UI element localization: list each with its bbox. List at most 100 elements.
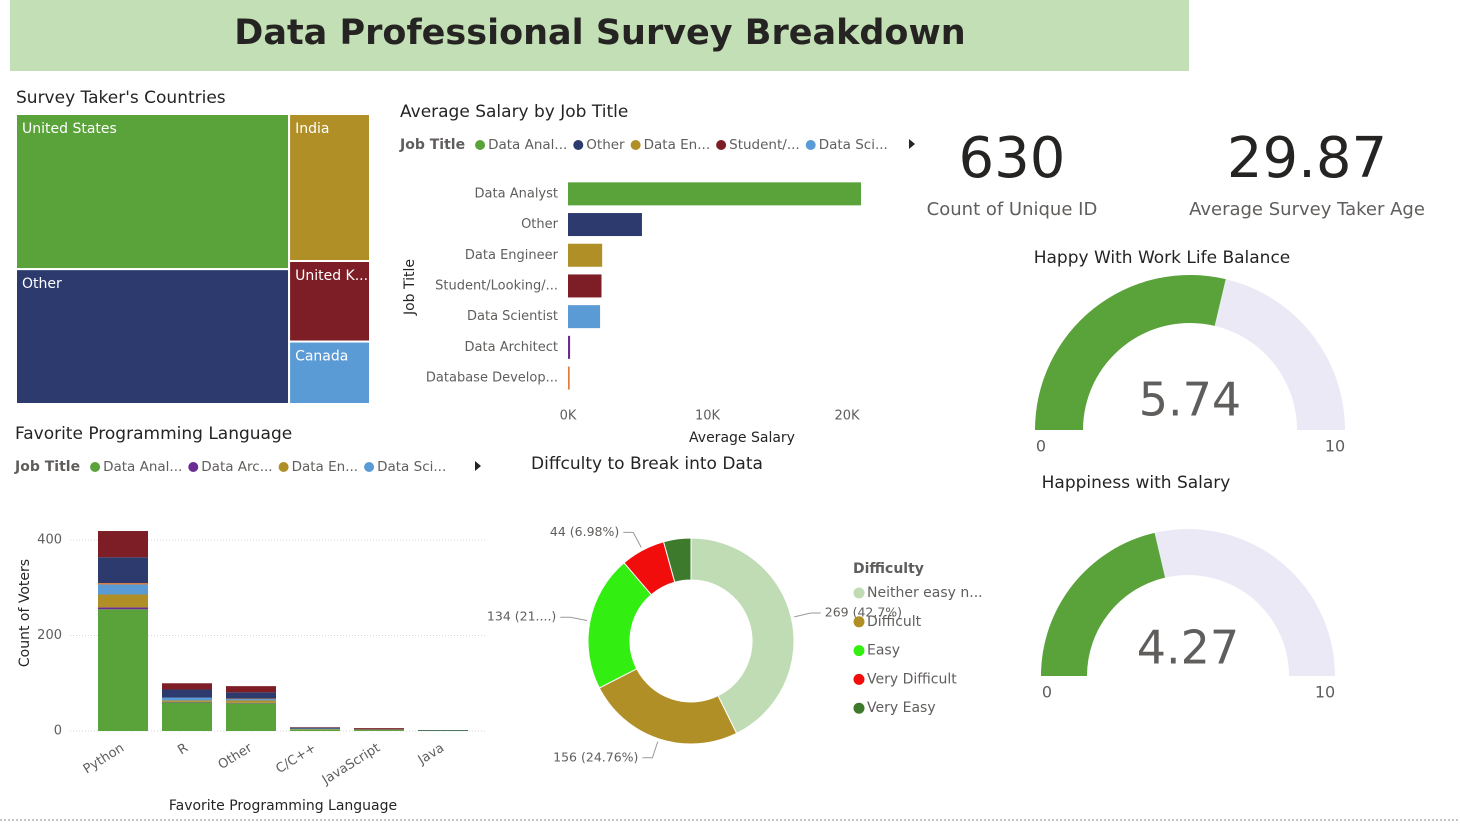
- kpi-value: 630: [959, 126, 1066, 191]
- bar: [568, 305, 601, 329]
- bar-segment: [162, 689, 212, 698]
- gauge-fill: [1041, 532, 1166, 676]
- legend-label: Very Easy: [867, 700, 936, 716]
- chart-title: Happiness with Salary: [1042, 473, 1231, 493]
- bar-segment: [226, 703, 276, 731]
- bar-segment: [226, 699, 276, 701]
- y-tick-label: Data Architect: [465, 340, 558, 355]
- legend-label: Data En...: [644, 137, 711, 153]
- chart-title: Happy With Work Life Balance: [1034, 248, 1291, 268]
- legend-scroll-arrow[interactable]: [475, 461, 481, 471]
- bar: [568, 335, 571, 359]
- legend-label: Difficult: [867, 614, 922, 630]
- leader-line: [623, 531, 642, 548]
- legend-label: Data Arc...: [201, 459, 272, 475]
- legend-title: Difficulty: [853, 561, 924, 577]
- leader-line: [794, 612, 821, 618]
- x-tick-label: 20K: [835, 409, 861, 424]
- y-tick-label: 0: [54, 724, 62, 739]
- gauge-fill: [1035, 275, 1226, 430]
- treemap-tile: [15, 268, 291, 406]
- dashboard-title: Data Professional Survey Breakdown: [234, 13, 965, 53]
- legend-label: Very Difficult: [867, 671, 957, 687]
- bar-segment: [354, 730, 404, 731]
- y-tick-label: Data Engineer: [465, 248, 559, 263]
- y-tick-label: Data Scientist: [467, 309, 558, 324]
- treemap-tile: [288, 113, 372, 263]
- y-tick-label: 200: [37, 628, 62, 643]
- y-tick-label: Student/Looking/...: [435, 278, 558, 293]
- legend-label: Other: [586, 137, 625, 153]
- leader-line: [560, 616, 588, 622]
- x-axis-label: Average Salary: [689, 430, 795, 446]
- legend-marker: [573, 140, 584, 150]
- treemap-tile: [15, 113, 291, 271]
- legend-label: Data Sci...: [377, 459, 446, 475]
- legend-title: Job Title: [399, 137, 465, 153]
- legend-marker: [853, 587, 865, 599]
- bar: [568, 182, 862, 206]
- legend-marker: [853, 702, 865, 714]
- tile-label: Other: [22, 276, 62, 292]
- gauge-min: 0: [1042, 683, 1052, 702]
- legend-marker: [90, 462, 101, 472]
- donut-slice: [690, 537, 795, 735]
- legend-marker: [716, 140, 727, 150]
- donut-slice: [662, 537, 692, 583]
- bar: [568, 274, 602, 298]
- bar-segment: [98, 531, 148, 558]
- legend-marker: [853, 616, 865, 628]
- donut-slice: [598, 668, 738, 745]
- bar-segment: [98, 557, 148, 584]
- legend-marker: [853, 673, 865, 685]
- bar-segment: [98, 607, 148, 610]
- chart-title: Diffculty to Break into Data: [531, 454, 763, 474]
- data-label: 269 (42.7%): [825, 605, 902, 620]
- x-tick-label: Java: [415, 741, 447, 769]
- bar-segment: [98, 609, 148, 731]
- tile-label: United States: [22, 121, 117, 137]
- gauge-value: 4.27: [1137, 621, 1239, 675]
- x-tick-label: 0K: [560, 409, 577, 424]
- y-tick-label: Database Develop...: [426, 371, 558, 386]
- header-banner: [10, 0, 1189, 71]
- bar-segment: [290, 727, 340, 729]
- y-tick-label: 400: [37, 533, 62, 548]
- tile-label: India: [295, 121, 329, 137]
- gauge-value: 5.74: [1139, 373, 1241, 427]
- bar-segment: [98, 594, 148, 608]
- legend-scroll-arrow[interactable]: [909, 139, 915, 149]
- tile-label: Canada: [295, 349, 348, 365]
- chart-title: Average Salary by Job Title: [400, 102, 628, 122]
- legend-title: Job Title: [14, 459, 80, 475]
- legend-marker: [278, 462, 289, 472]
- bar-segment: [226, 686, 276, 693]
- treemap-tile: [288, 340, 372, 406]
- y-tick-label: Data Analyst: [475, 186, 558, 201]
- bar-segment: [98, 583, 148, 585]
- y-axis-label: Job Title: [402, 259, 418, 316]
- x-tick-label: Python: [81, 741, 127, 778]
- kpi-label: Average Survey Taker Age: [1189, 199, 1425, 220]
- legend-label: Data En...: [292, 459, 359, 475]
- legend-marker: [188, 462, 199, 472]
- legend-label: Data Anal...: [103, 459, 182, 475]
- bar: [568, 213, 642, 237]
- legend-marker: [805, 140, 816, 150]
- bar-segment: [226, 692, 276, 699]
- x-axis-label: Favorite Programming Language: [169, 798, 397, 814]
- x-tick-label: JavaScript: [319, 741, 383, 789]
- legend-label: Student/...: [729, 137, 800, 153]
- legend-label: Easy: [867, 643, 900, 659]
- bar-segment: [162, 697, 212, 701]
- legend-marker: [630, 140, 641, 150]
- bar-segment: [162, 702, 212, 731]
- x-tick-label: 10K: [695, 409, 721, 424]
- bar-segment: [290, 729, 340, 731]
- bar-segment: [162, 700, 212, 702]
- gauge-max: 10: [1325, 437, 1345, 456]
- legend-marker: [364, 462, 375, 472]
- bar-segment: [226, 700, 276, 703]
- kpi-label: Count of Unique ID: [927, 199, 1098, 220]
- bar-segment: [98, 584, 148, 595]
